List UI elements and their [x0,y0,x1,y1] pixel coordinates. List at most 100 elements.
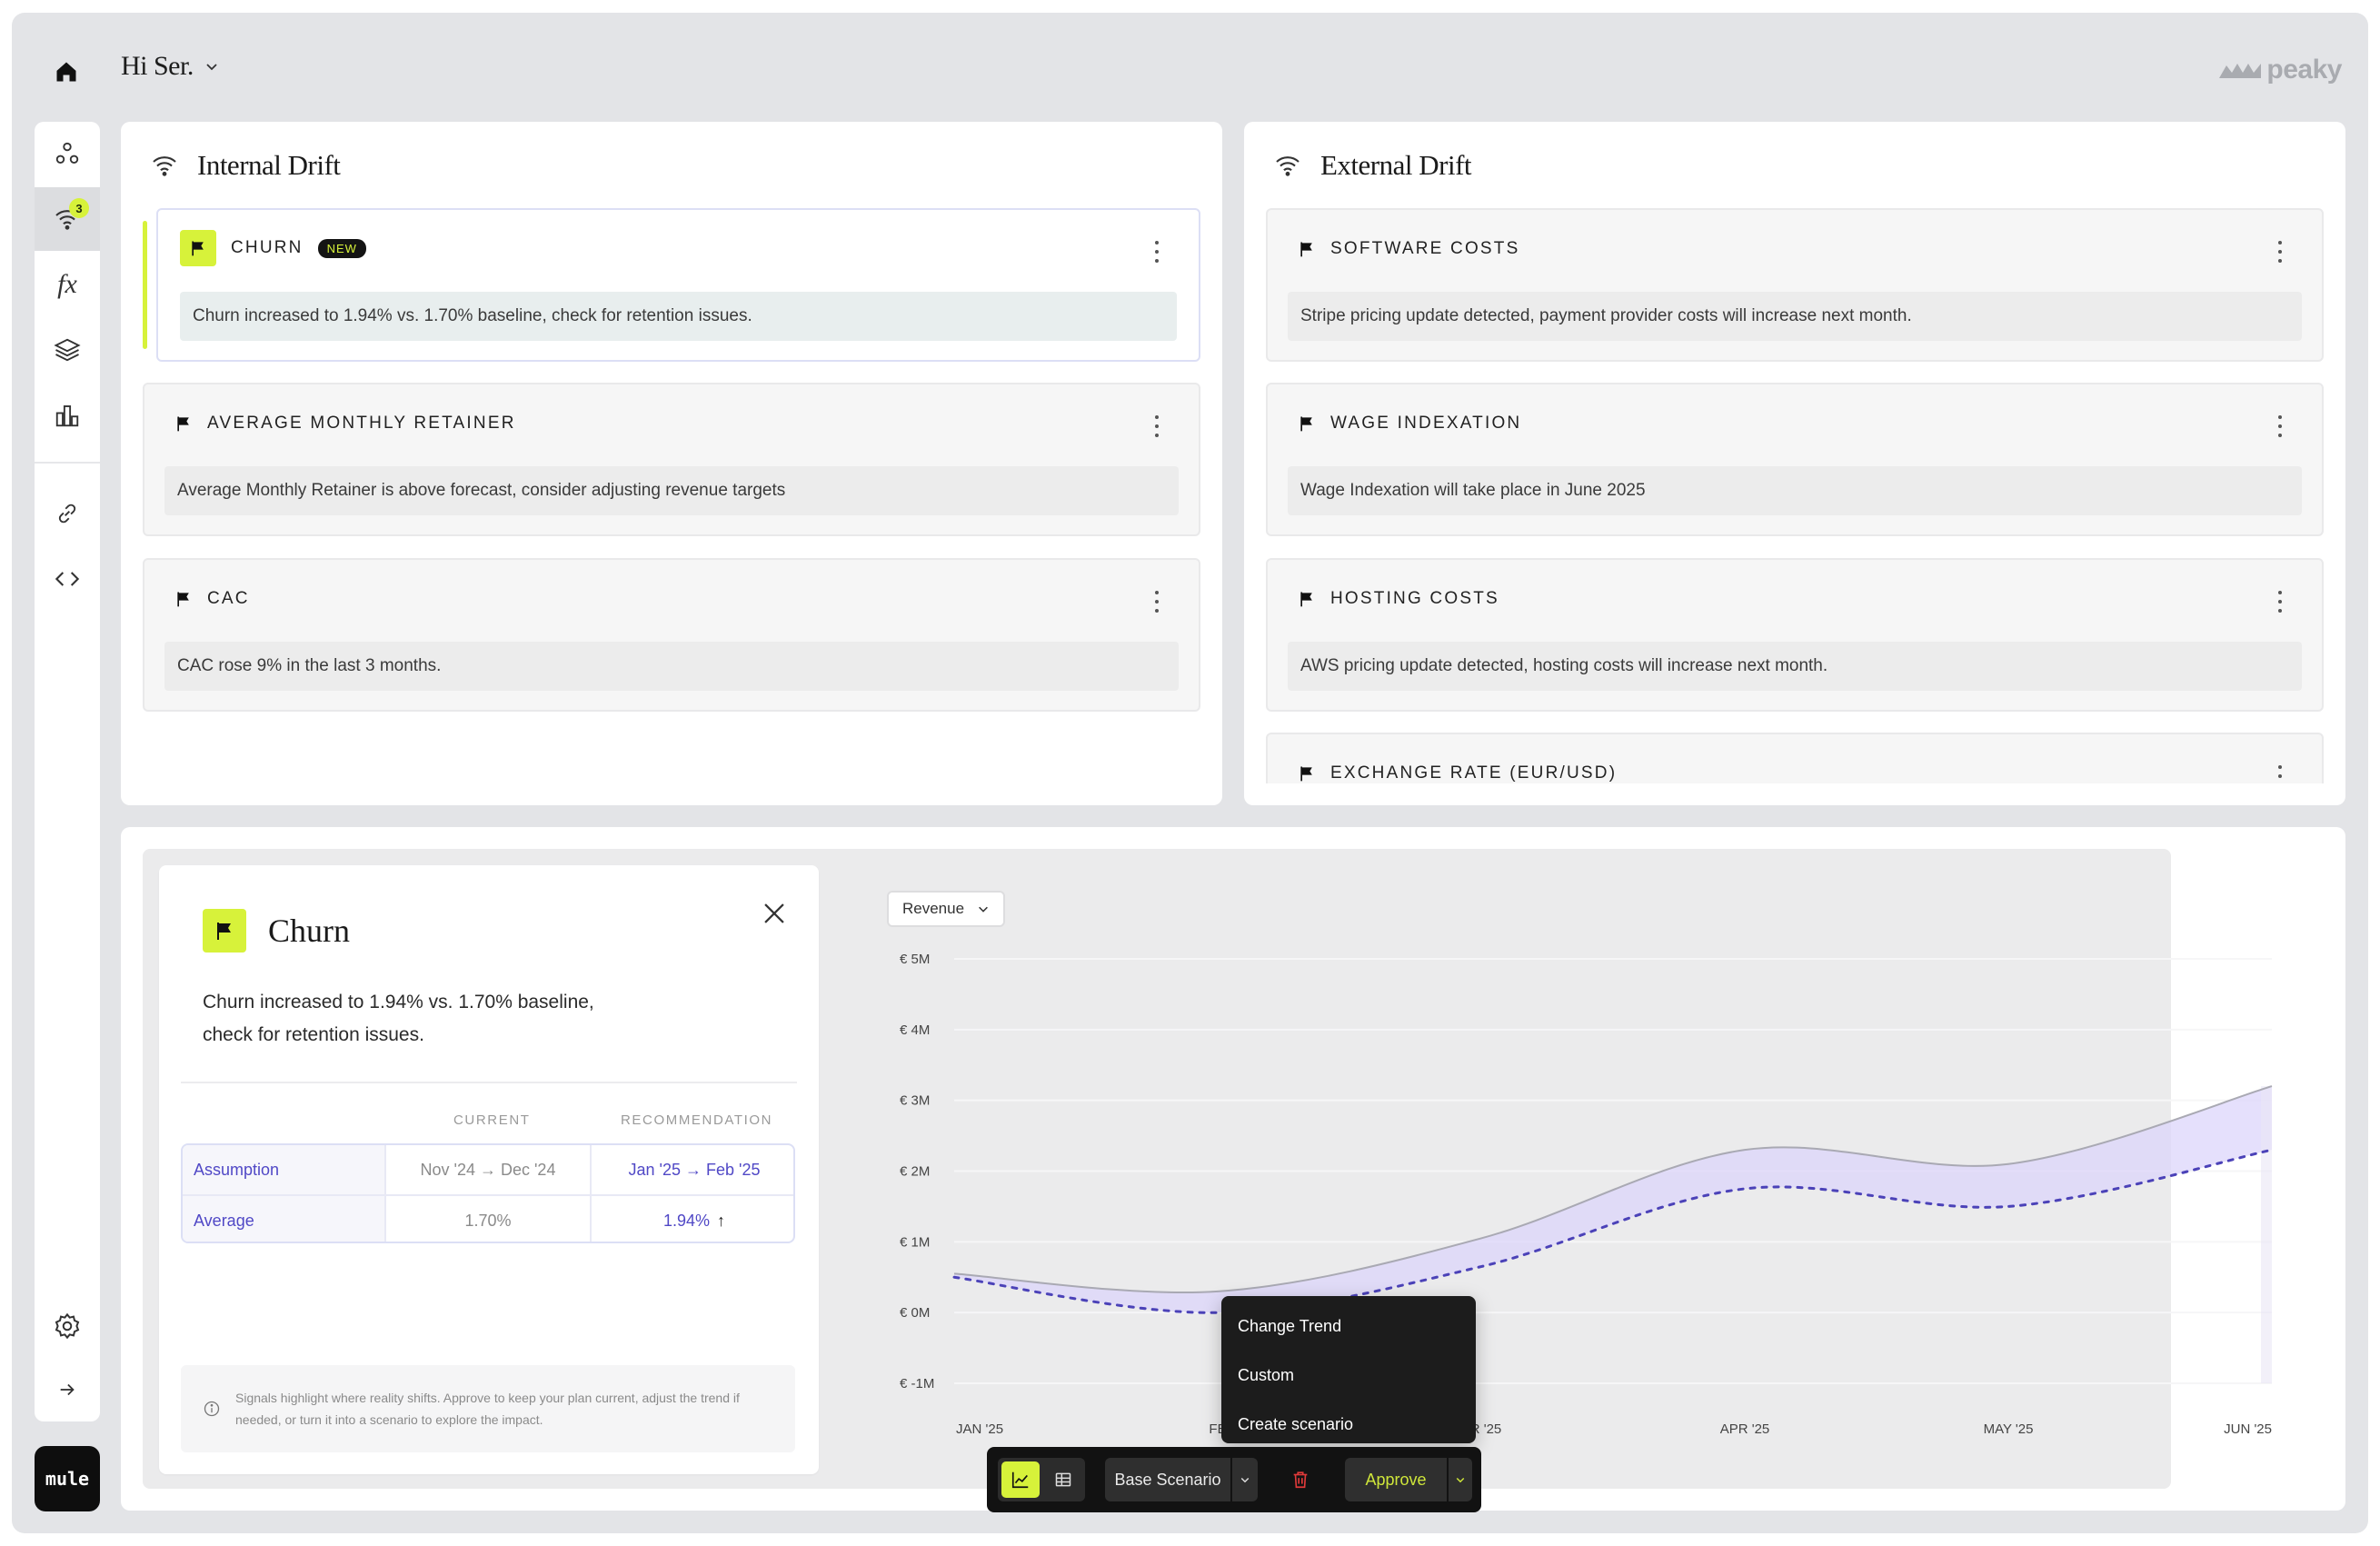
internal-drift-title: Internal Drift [197,149,341,181]
info-note: Signals highlight where reality shifts. … [181,1365,795,1452]
workspace-logo-text: mule [45,1468,90,1490]
home-button[interactable] [36,45,96,98]
notification-badge: 3 [69,198,89,218]
divider [181,1082,797,1083]
sidebar-item-nodes[interactable] [35,122,100,185]
table-row: Assumption Nov '24 → Dec '24 Jan '25 → F… [183,1145,793,1194]
card-header: HOSTING COSTS [1298,589,1499,609]
metric-select-value: Revenue [901,900,965,917]
menu-item-custom[interactable]: Custom [1238,1365,1295,1384]
x-tick-label: JUN '25 [2224,1421,2272,1437]
drift-card-exchange-rate[interactable]: EXCHANGE RATE (EUR/USD) [1266,733,2324,783]
sidebar-item-formulas[interactable]: fx [35,253,100,316]
band-edge [2261,1086,2272,1383]
greeting-text: Hi Ser. [121,51,194,81]
card-message: Average Monthly Retainer is above foreca… [164,466,1179,515]
arrow-right-icon [60,1383,75,1396]
info-note-text: Signals highlight where reality shifts. … [235,1391,740,1427]
recommended-value-cell[interactable]: 1.94% ↑ [592,1196,793,1242]
detail-title: Churn [268,913,350,949]
x-tick-label: JAN '25 [956,1421,1003,1437]
recommended-value: 1.94% [662,1211,711,1230]
menu-item-create-scenario[interactable]: Create scenario [1238,1414,1354,1433]
table-view-button[interactable] [1045,1461,1081,1498]
new-badge: NEW [317,238,366,258]
flag-icon [177,592,189,607]
x-tick-label: MAY '25 [1984,1421,2034,1437]
more-options-icon[interactable] [1148,241,1166,263]
delete-button[interactable] [1280,1458,1321,1501]
card-message: Churn increased to 1.94% vs. 1.70% basel… [180,292,1177,341]
sidebar-item-developer[interactable] [35,547,100,611]
user-greeting-dropdown[interactable]: Hi Ser. [121,51,219,82]
x-tick-label: APR '25 [1720,1421,1770,1437]
drift-card-cac[interactable]: CAC CAC rose 9% in the last 3 months. [143,558,1200,712]
sidebar-item-reports[interactable] [35,384,100,447]
drift-card-software-costs[interactable]: SOFTWARE COSTS Stripe pricing update det… [1266,208,2324,362]
y-tick-label: € 1M [900,1234,930,1250]
y-tick-label: € 2M [900,1164,930,1180]
approve-button[interactable]: Approve [1345,1458,1447,1501]
trash-icon [1293,1471,1308,1489]
scenario-select[interactable]: Base Scenario [1105,1458,1230,1501]
menu-item-change-trend[interactable]: Change Trend [1238,1316,1342,1335]
recommendation-table: Assumption Nov '24 → Dec '24 Jan '25 → F… [181,1143,795,1243]
more-options-icon[interactable] [2271,415,2289,437]
more-options-icon[interactable] [2271,765,2289,783]
approve-dropdown-button[interactable] [1449,1458,1472,1501]
sidebar-item-layers[interactable] [35,318,100,382]
sidebar-item-expand[interactable] [35,1358,100,1421]
detail-description: Churn increased to 1.94% vs. 1.70% basel… [203,992,594,1045]
table-row: Average 1.70% 1.94% ↑ [183,1194,793,1242]
card-message: CAC rose 9% in the last 3 months. [164,642,1179,691]
card-clip: EXCHANGE RATE (EUR/USD) [1266,733,2324,783]
chart-view-button[interactable] [1001,1461,1040,1498]
close-icon[interactable] [759,898,790,929]
scenario-dropdown-button[interactable] [1232,1458,1258,1501]
y-tick-label: € 3M [900,1093,930,1109]
metric-select[interactable]: Revenue [887,891,1005,927]
scenario-select-value: Base Scenario [1114,1470,1221,1489]
card-title: HOSTING COSTS [1330,589,1499,608]
more-options-icon[interactable] [1148,591,1166,613]
chevron-down-icon [206,64,217,71]
signal-detail-card: Churn Churn increased to 1.94% vs. 1.70%… [159,865,819,1474]
card-header: AVERAGE MONTHLY RETAINER [174,414,516,434]
chevron-down-icon [979,906,988,913]
fx-icon: fx [57,269,77,299]
trend-context-menu: Change Trend Custom Create scenario [1221,1296,1476,1443]
selected-card-indicator [143,221,147,349]
sidebar-item-integrations[interactable] [35,482,100,545]
workspace-logo[interactable]: mule [35,1446,100,1511]
more-options-icon[interactable] [2271,591,2289,613]
action-toolbar: Base Scenario Approve [987,1447,1481,1512]
y-tick-label: € -1M [900,1376,934,1391]
internal-drift-header: Internal Drift [150,149,341,182]
flag-icon [1300,416,1312,432]
recommended-value[interactable]: Jan '25 → Feb '25 [628,1160,761,1179]
sidebar-item-settings[interactable] [35,1294,100,1358]
y-tick-label: € 4M [900,1022,930,1038]
series-line-forecast [952,1148,2274,1314]
link-icon [58,504,76,524]
settings-icon [55,1312,80,1340]
more-options-icon[interactable] [1148,415,1166,437]
sidebar-item-signals[interactable]: 3 [35,187,100,251]
external-drift-header: External Drift [1273,149,1472,182]
nodes-icon [55,142,79,164]
drift-card-hosting-costs[interactable]: HOSTING COSTS AWS pricing update detecte… [1266,558,2324,712]
drift-card-wage-indexation[interactable]: WAGE INDEXATION Wage Indexation will tak… [1266,383,2324,536]
trend-up-icon: ↑ [717,1211,726,1230]
y-tick-label: € 5M [900,952,930,967]
column-header-recommendation: RECOMMENDATION [621,1112,773,1128]
row-label: Average [183,1196,386,1242]
y-tick-label: € 0M [900,1305,930,1321]
drift-card-average-monthly-retainer[interactable]: AVERAGE MONTHLY RETAINER Average Monthly… [143,383,1200,536]
info-icon [204,1401,220,1417]
card-message: AWS pricing update detected, hosting cos… [1288,642,2302,691]
more-options-icon[interactable] [2271,241,2289,263]
brand-logo: peaky [2219,55,2342,85]
drift-card-churn[interactable]: CHURN NEW Churn increased to 1.94% vs. 1… [156,208,1200,362]
flag-icon [1300,766,1312,782]
sidebar-divider [35,462,100,464]
